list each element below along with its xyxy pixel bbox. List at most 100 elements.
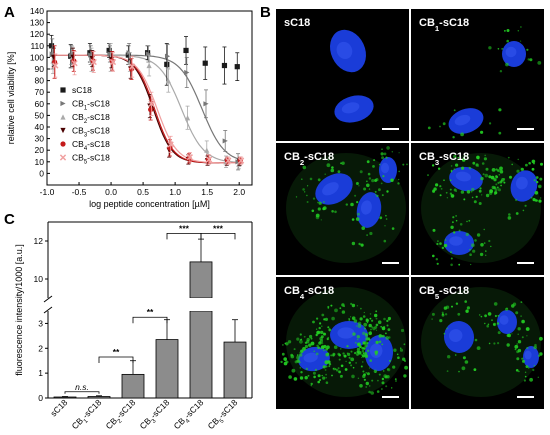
vesicle-dot [446, 197, 449, 199]
vesicle-dot [322, 201, 325, 203]
vesicle-dot [354, 341, 357, 344]
vesicle-dot [348, 319, 351, 321]
vesicle-dot [515, 311, 519, 315]
data-point [148, 107, 154, 113]
vesicle-dot [319, 379, 321, 381]
vesicle-dot [384, 375, 388, 379]
vesicle-dot [525, 365, 529, 368]
vesicle-dot [495, 175, 498, 178]
vesicle-dot [320, 330, 324, 335]
vesicle-dot [368, 177, 372, 180]
vesicle-dot [389, 359, 391, 362]
vesicle-dot [540, 162, 543, 166]
y-axis-label: fluorescence intensity/1000 [a.u.] [14, 244, 24, 376]
legend-label: CB1-sC18 [72, 99, 110, 112]
vesicle-dot [285, 360, 289, 364]
data-point [60, 87, 66, 93]
vesicle-dot [432, 228, 436, 232]
vesicle-dot [350, 350, 353, 353]
vesicle-dot [313, 375, 316, 379]
y-tick-label: 130 [30, 18, 44, 28]
vesicle-dot [396, 353, 399, 356]
vesicle-dot [376, 390, 380, 393]
vesicle-dot [372, 165, 375, 168]
vesicle-dot [398, 152, 400, 154]
vesicle-dot [520, 167, 524, 171]
vesicle-dot [468, 166, 470, 168]
vesicle-dot [343, 305, 345, 308]
vesicle-dot [460, 132, 464, 137]
vesicle-dot [385, 218, 388, 220]
vesicle-dot [317, 178, 321, 182]
vesicle-dot [387, 316, 391, 321]
vesicle-dot [363, 378, 366, 381]
y-tick-label: 12 [34, 236, 44, 246]
vesicle-dot [507, 216, 512, 220]
y-tick-label: 110 [30, 41, 44, 51]
vesicle-dot [323, 318, 326, 321]
vesicle-dot [358, 242, 361, 246]
vesicle-dot [324, 317, 328, 321]
vesicle-dot [388, 336, 391, 339]
vesicle-dot [509, 175, 512, 179]
vesicle-dot [439, 125, 441, 128]
vesicle-dot [497, 188, 501, 192]
vesicle-dot [485, 250, 487, 252]
vesicle-dot [522, 359, 525, 363]
vesicle-dot [488, 239, 491, 243]
vesicle-dot [322, 347, 325, 350]
vesicle-dot [293, 348, 296, 351]
data-point [109, 58, 117, 66]
vesicle-dot [323, 349, 325, 352]
vesicle-dot [496, 186, 499, 189]
vesicle-dot [365, 320, 367, 322]
vesicle-dot [316, 344, 319, 347]
vesicle-dot [386, 146, 390, 150]
vesicle-dot [319, 322, 322, 325]
category-label: CB1-sC18 [70, 397, 106, 433]
vesicle-dot [537, 61, 542, 65]
data-point [146, 62, 152, 69]
vesicle-dot [366, 349, 370, 353]
plot-frame [46, 10, 253, 186]
vesicle-dot [478, 189, 482, 193]
vesicle-dot [350, 357, 355, 362]
data-point [234, 64, 240, 70]
vesicle-dot [382, 370, 385, 372]
nucleus-highlight [515, 176, 528, 190]
vesicle-dot [321, 374, 323, 377]
vesicle-dot [364, 354, 368, 358]
vesicle-dot [312, 320, 315, 324]
vesicle-dot [368, 339, 371, 341]
vesicle-dot [317, 207, 321, 211]
vesicle-dot [482, 173, 485, 176]
vesicle-dot [517, 30, 519, 32]
vesicle-dot [337, 352, 340, 356]
vesicle-dot [296, 354, 299, 356]
vesicle-dot [517, 158, 519, 161]
vesicle-dot [295, 196, 298, 198]
vesicle-dot [450, 251, 452, 253]
vesicle-dot [364, 344, 368, 348]
data-point [202, 60, 208, 66]
vesicle-dot [538, 354, 541, 357]
vesicle-dot [323, 344, 327, 349]
vesicle-dot [504, 30, 506, 32]
vesicle-dot [313, 350, 315, 353]
vesicle-dot [463, 198, 466, 201]
significance-label: *** [179, 223, 190, 233]
vesicle-dot [464, 360, 469, 364]
vesicle-dot [317, 346, 320, 349]
vesicle-dot [357, 377, 360, 379]
vesicle-dot [491, 319, 493, 322]
vesicle-dot [299, 339, 302, 341]
vesicle-dot [371, 179, 375, 183]
vesicle-dot [431, 312, 435, 316]
vesicle-dot [431, 318, 433, 320]
vesicle-dot [493, 323, 496, 326]
legend-label: CB4-sC18 [72, 139, 110, 152]
vesicle-dot [499, 169, 504, 174]
vesicle-dot [327, 354, 330, 356]
vesicle-dot [378, 188, 381, 192]
